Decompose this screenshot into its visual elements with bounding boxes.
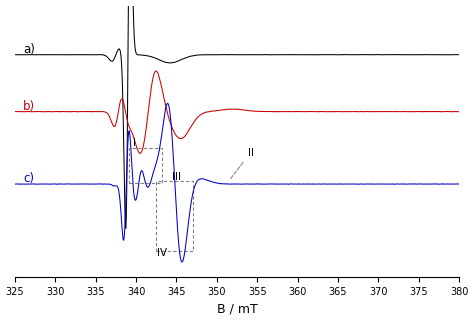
Text: c): c) [23, 172, 34, 185]
X-axis label: B / mT: B / mT [217, 302, 257, 316]
Text: IV: IV [157, 248, 167, 258]
Text: b): b) [23, 100, 35, 113]
Bar [129, 148, 162, 183]
Text: II: II [231, 148, 254, 178]
Text: I: I [133, 138, 136, 148]
Text: a): a) [23, 43, 35, 56]
Bar [156, 181, 192, 251]
Text: III: III [173, 172, 182, 182]
